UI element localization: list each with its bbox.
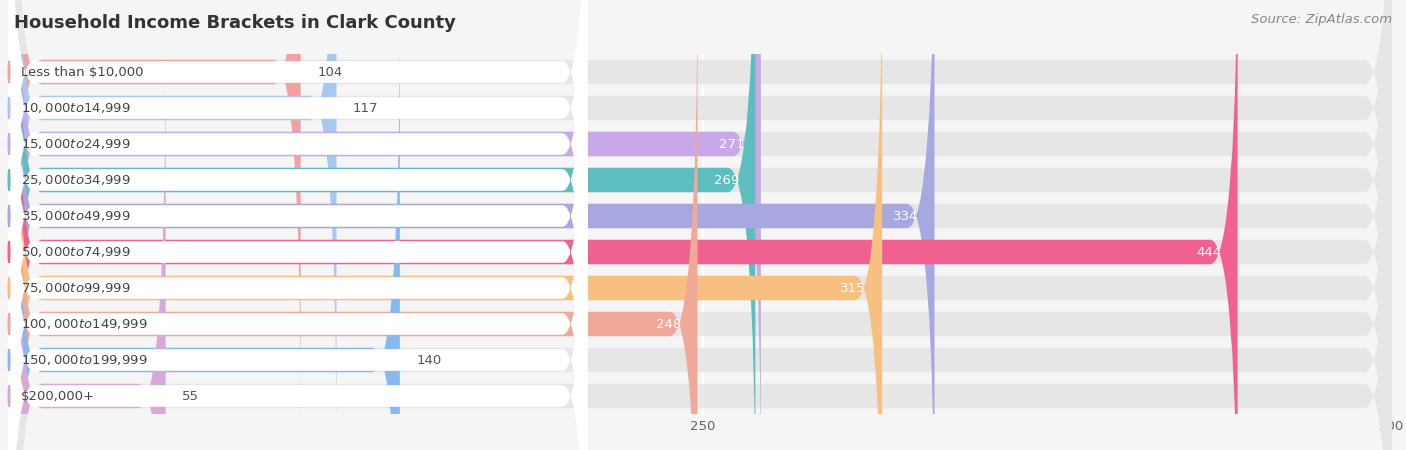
Text: 248: 248 xyxy=(655,318,681,330)
Text: 444: 444 xyxy=(1197,246,1220,258)
FancyBboxPatch shape xyxy=(14,12,1392,450)
FancyBboxPatch shape xyxy=(8,0,588,421)
FancyBboxPatch shape xyxy=(14,48,1392,450)
Text: $25,000 to $34,999: $25,000 to $34,999 xyxy=(21,173,131,187)
FancyBboxPatch shape xyxy=(14,0,1237,450)
Text: $10,000 to $14,999: $10,000 to $14,999 xyxy=(21,101,131,115)
Circle shape xyxy=(8,205,10,227)
FancyBboxPatch shape xyxy=(14,48,166,450)
FancyBboxPatch shape xyxy=(8,0,588,385)
FancyBboxPatch shape xyxy=(14,0,755,450)
FancyBboxPatch shape xyxy=(14,0,697,450)
FancyBboxPatch shape xyxy=(14,0,1392,420)
Circle shape xyxy=(8,61,10,83)
FancyBboxPatch shape xyxy=(14,0,301,420)
Text: $75,000 to $99,999: $75,000 to $99,999 xyxy=(21,281,131,295)
Text: 55: 55 xyxy=(183,390,200,402)
Text: 271: 271 xyxy=(718,138,744,150)
Text: $50,000 to $74,999: $50,000 to $74,999 xyxy=(21,245,131,259)
Text: $15,000 to $24,999: $15,000 to $24,999 xyxy=(21,137,131,151)
FancyBboxPatch shape xyxy=(14,0,1392,450)
Circle shape xyxy=(8,313,10,335)
Text: 334: 334 xyxy=(893,210,918,222)
Text: $150,000 to $199,999: $150,000 to $199,999 xyxy=(21,353,148,367)
Text: 269: 269 xyxy=(714,174,738,186)
Text: 140: 140 xyxy=(416,354,441,366)
FancyBboxPatch shape xyxy=(14,0,1392,450)
FancyBboxPatch shape xyxy=(14,0,1392,450)
Circle shape xyxy=(8,133,10,155)
FancyBboxPatch shape xyxy=(8,0,588,450)
FancyBboxPatch shape xyxy=(14,12,399,450)
FancyBboxPatch shape xyxy=(8,0,588,450)
Circle shape xyxy=(8,241,10,263)
Circle shape xyxy=(8,385,10,407)
FancyBboxPatch shape xyxy=(8,83,588,450)
Circle shape xyxy=(8,97,10,119)
FancyBboxPatch shape xyxy=(14,0,1392,450)
Text: 104: 104 xyxy=(318,66,343,78)
FancyBboxPatch shape xyxy=(14,0,935,450)
Circle shape xyxy=(8,169,10,191)
Text: $200,000+: $200,000+ xyxy=(21,390,94,402)
FancyBboxPatch shape xyxy=(14,0,336,450)
Text: $100,000 to $149,999: $100,000 to $149,999 xyxy=(21,317,148,331)
Text: 117: 117 xyxy=(353,102,378,114)
Text: $35,000 to $49,999: $35,000 to $49,999 xyxy=(21,209,131,223)
FancyBboxPatch shape xyxy=(8,0,588,450)
FancyBboxPatch shape xyxy=(8,47,588,450)
FancyBboxPatch shape xyxy=(14,0,1392,450)
FancyBboxPatch shape xyxy=(8,0,588,450)
FancyBboxPatch shape xyxy=(8,11,588,450)
Text: Less than $10,000: Less than $10,000 xyxy=(21,66,143,78)
FancyBboxPatch shape xyxy=(8,0,588,450)
FancyBboxPatch shape xyxy=(14,0,882,450)
Circle shape xyxy=(8,277,10,299)
Text: Source: ZipAtlas.com: Source: ZipAtlas.com xyxy=(1251,14,1392,27)
Circle shape xyxy=(8,349,10,371)
FancyBboxPatch shape xyxy=(14,0,1392,450)
Text: 315: 315 xyxy=(841,282,866,294)
FancyBboxPatch shape xyxy=(14,0,761,450)
FancyBboxPatch shape xyxy=(14,0,1392,450)
Text: Household Income Brackets in Clark County: Household Income Brackets in Clark Count… xyxy=(14,14,456,32)
